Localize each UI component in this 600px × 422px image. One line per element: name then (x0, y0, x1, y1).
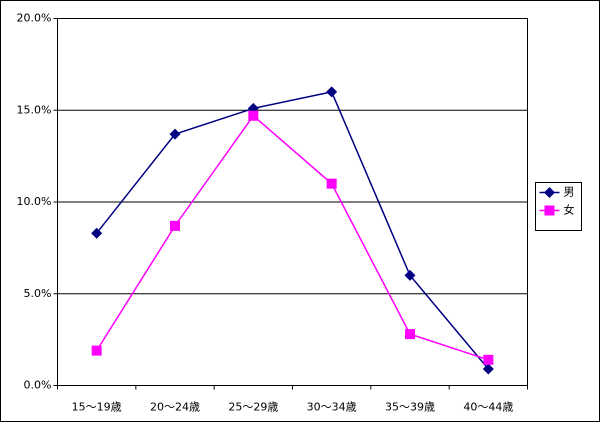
series-line (96, 114, 489, 361)
x-tick-label: 20～24歳 (150, 401, 200, 414)
x-tick-label: 35～39歳 (385, 401, 435, 414)
marker (170, 220, 180, 231)
y-tick-label: 5.0% (24, 287, 52, 300)
marker (483, 354, 494, 365)
y-tick-label: 20.0% (17, 12, 52, 25)
marker (326, 86, 338, 98)
marker (405, 329, 415, 340)
marker (248, 110, 259, 121)
series-line (96, 91, 489, 370)
marker (482, 363, 494, 375)
legend-label: 男 (564, 186, 575, 199)
marker (169, 128, 181, 140)
marker (326, 178, 337, 189)
x-tick-label: 40～44歳 (463, 401, 513, 414)
marker (91, 227, 103, 239)
marker (91, 345, 102, 356)
legend-marker (544, 205, 555, 216)
x-tick-label: 25～29歳 (228, 401, 278, 414)
x-tick-label: 30～34歳 (307, 401, 357, 414)
legend-label: 女 (564, 203, 575, 217)
y-tick-label: 0.0% (24, 379, 52, 392)
y-tick-label: 10.0% (17, 195, 52, 208)
y-tick-label: 15.0% (17, 103, 52, 116)
x-tick-label: 15～19歳 (72, 401, 122, 414)
marker (404, 269, 416, 281)
legend-box (535, 182, 582, 231)
legend-marker (544, 187, 555, 198)
